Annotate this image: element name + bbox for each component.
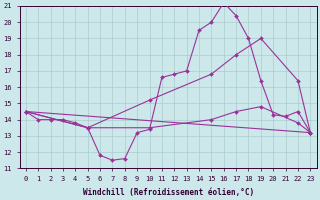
X-axis label: Windchill (Refroidissement éolien,°C): Windchill (Refroidissement éolien,°C) (83, 188, 254, 197)
